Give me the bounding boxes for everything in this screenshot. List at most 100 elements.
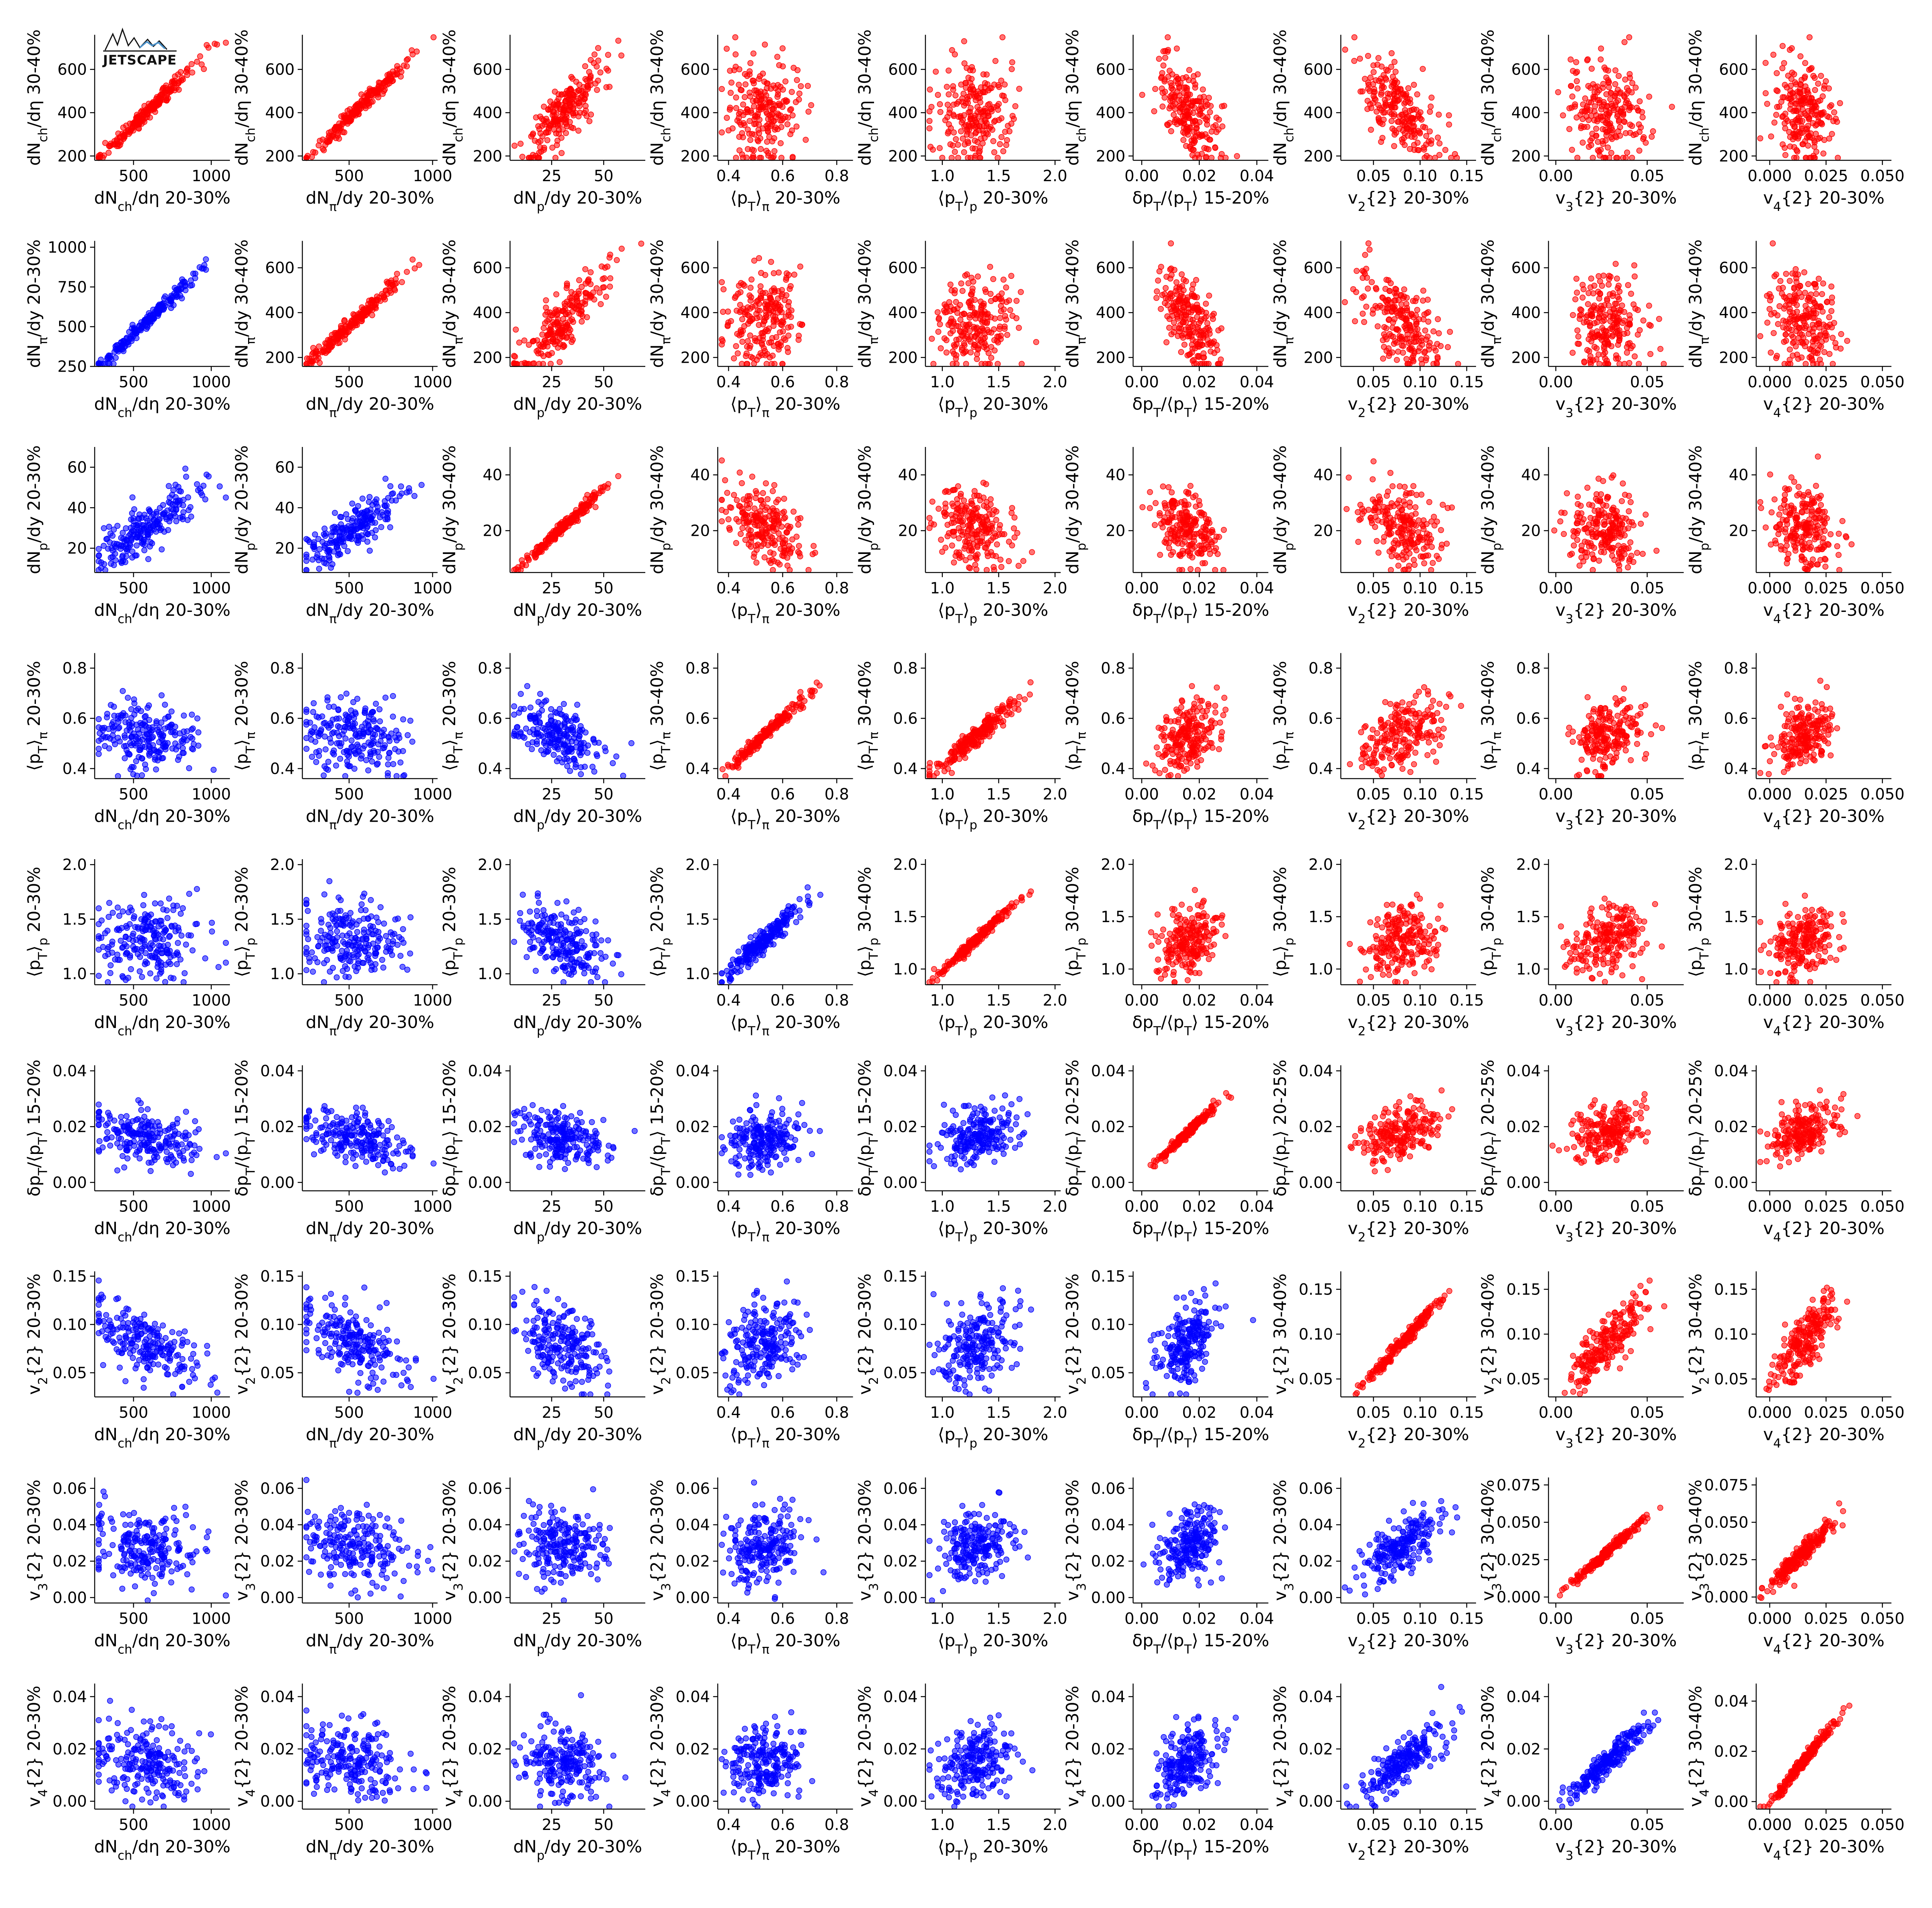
data-point xyxy=(782,114,789,120)
data-point xyxy=(362,520,369,527)
data-point xyxy=(338,533,345,540)
data-point xyxy=(1787,309,1793,315)
data-point xyxy=(720,309,726,315)
data-point xyxy=(364,92,371,99)
data-point xyxy=(1420,316,1427,323)
data-point xyxy=(999,34,1006,41)
data-point xyxy=(1794,309,1800,315)
x-tick-label: 25 xyxy=(542,374,561,391)
data-point xyxy=(747,118,753,124)
data-point xyxy=(582,63,588,70)
data-point xyxy=(198,489,204,496)
x-tick-label: 50 xyxy=(594,579,614,597)
data-point xyxy=(758,146,764,152)
y-tick-label: 20 xyxy=(483,522,502,540)
data-point xyxy=(1395,119,1401,125)
data-point xyxy=(1391,88,1398,95)
data-point xyxy=(1168,331,1175,337)
data-point xyxy=(754,315,760,321)
data-point xyxy=(95,361,102,367)
data-point xyxy=(760,70,766,77)
data-point xyxy=(358,91,365,98)
data-point xyxy=(1153,295,1160,301)
data-point xyxy=(583,92,589,98)
data-point xyxy=(153,510,160,517)
data-point xyxy=(1403,327,1410,333)
data-point xyxy=(315,536,321,542)
data-point xyxy=(990,276,997,282)
data-point xyxy=(1631,353,1638,360)
data-point xyxy=(312,350,318,357)
data-point xyxy=(337,514,344,520)
data-point xyxy=(1420,287,1427,294)
data-point xyxy=(511,143,518,149)
data-point xyxy=(100,543,107,549)
data-point xyxy=(366,494,373,500)
data-point xyxy=(1168,240,1174,246)
data-point xyxy=(732,51,739,58)
data-point xyxy=(1592,103,1598,109)
data-point xyxy=(615,37,621,44)
data-point xyxy=(1768,349,1774,356)
data-point xyxy=(548,338,554,344)
data-point xyxy=(156,97,163,104)
data-point xyxy=(926,118,933,124)
data-point xyxy=(1370,81,1376,87)
data-point xyxy=(517,141,524,147)
data-point xyxy=(604,485,611,491)
data-point xyxy=(964,128,970,135)
data-point xyxy=(1634,105,1640,111)
data-point xyxy=(1806,66,1812,73)
data-point xyxy=(762,41,768,48)
data-point xyxy=(141,527,148,533)
data-point xyxy=(774,303,781,310)
data-point xyxy=(362,515,368,521)
data-point xyxy=(944,83,950,90)
data-point xyxy=(751,80,757,87)
data-point xyxy=(223,39,229,46)
data-point xyxy=(1186,67,1192,73)
data-point xyxy=(1624,150,1630,156)
data-point xyxy=(1596,295,1602,302)
data-point xyxy=(588,111,594,118)
data-point xyxy=(1669,104,1675,110)
data-point xyxy=(967,116,973,122)
data-point xyxy=(1575,340,1581,347)
data-point xyxy=(1830,335,1836,341)
data-point xyxy=(1771,119,1777,126)
data-point xyxy=(757,155,763,161)
data-point xyxy=(1368,105,1374,111)
data-point xyxy=(1197,361,1204,367)
data-point xyxy=(1164,121,1170,127)
data-point xyxy=(1380,355,1386,362)
data-point xyxy=(140,537,146,543)
data-point xyxy=(340,129,346,135)
data-point xyxy=(1646,93,1652,100)
x-tick-label: 1000 xyxy=(413,374,452,391)
data-point xyxy=(158,546,165,552)
data-point xyxy=(1159,104,1166,110)
data-point xyxy=(1600,81,1606,87)
data-point xyxy=(1429,94,1435,101)
data-point xyxy=(541,144,547,151)
data-point xyxy=(1573,59,1579,65)
data-point xyxy=(1630,132,1637,138)
data-point xyxy=(104,354,111,360)
data-point xyxy=(1203,301,1209,307)
data-point xyxy=(1608,101,1615,107)
data-point xyxy=(1607,318,1614,325)
data-point xyxy=(1600,272,1607,279)
data-point xyxy=(1371,69,1377,75)
data-point xyxy=(1384,68,1391,74)
y-axis-label: dNch/dη 30-40% xyxy=(1686,29,1712,166)
data-point xyxy=(1791,316,1797,323)
data-point xyxy=(101,525,107,532)
data-point xyxy=(587,78,593,85)
data-point xyxy=(953,136,959,143)
x-tick-label: 25 xyxy=(542,167,561,185)
y-tick-label: 200 xyxy=(1304,148,1333,165)
data-point xyxy=(778,293,785,299)
data-point xyxy=(737,289,744,296)
data-point xyxy=(944,102,951,108)
data-point xyxy=(1616,337,1622,343)
